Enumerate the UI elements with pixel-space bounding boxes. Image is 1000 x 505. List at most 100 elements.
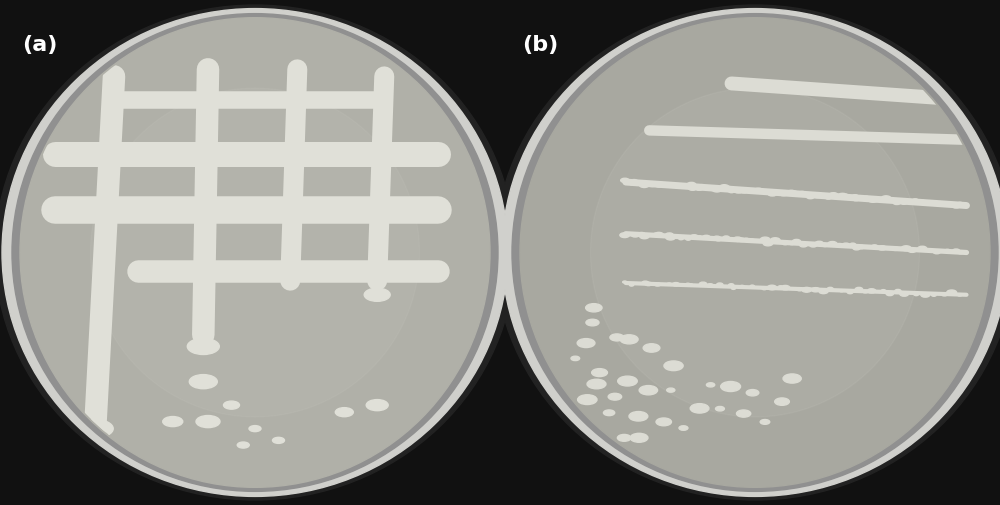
Circle shape [932, 294, 936, 296]
Circle shape [690, 235, 698, 239]
Circle shape [810, 243, 817, 247]
Circle shape [675, 184, 679, 186]
Circle shape [943, 203, 949, 206]
Circle shape [760, 237, 770, 242]
Circle shape [364, 288, 390, 301]
Circle shape [782, 241, 788, 245]
Circle shape [366, 399, 388, 411]
Circle shape [857, 245, 865, 249]
Circle shape [913, 199, 918, 201]
Circle shape [629, 412, 648, 421]
Circle shape [937, 201, 945, 206]
Circle shape [249, 426, 261, 432]
Circle shape [789, 191, 798, 195]
Circle shape [806, 195, 814, 198]
Circle shape [716, 407, 724, 411]
Circle shape [586, 304, 602, 312]
Circle shape [578, 395, 597, 405]
Circle shape [893, 200, 901, 205]
Circle shape [778, 286, 784, 289]
Circle shape [638, 232, 645, 236]
Circle shape [800, 243, 807, 247]
Circle shape [679, 237, 683, 240]
Circle shape [876, 197, 884, 201]
Circle shape [818, 194, 827, 198]
Ellipse shape [20, 18, 490, 487]
Circle shape [740, 285, 744, 287]
Circle shape [736, 410, 751, 417]
Circle shape [768, 191, 777, 196]
Circle shape [629, 284, 634, 286]
Circle shape [958, 203, 962, 205]
Circle shape [664, 361, 683, 371]
Circle shape [335, 408, 353, 417]
Circle shape [740, 189, 748, 193]
Circle shape [672, 282, 679, 286]
Circle shape [272, 437, 285, 443]
Circle shape [237, 442, 249, 448]
Circle shape [77, 420, 113, 438]
Circle shape [938, 203, 943, 206]
Circle shape [642, 281, 649, 285]
Circle shape [770, 238, 780, 243]
Circle shape [778, 192, 782, 194]
Circle shape [762, 287, 767, 290]
Circle shape [687, 182, 696, 187]
Circle shape [815, 241, 823, 245]
Circle shape [685, 283, 690, 286]
Ellipse shape [590, 88, 920, 417]
Circle shape [796, 288, 803, 291]
Circle shape [620, 233, 629, 237]
Circle shape [640, 234, 649, 239]
Circle shape [900, 292, 908, 296]
Circle shape [792, 239, 801, 243]
Ellipse shape [502, 9, 1000, 496]
Circle shape [825, 196, 831, 199]
Circle shape [621, 178, 629, 182]
Circle shape [189, 375, 217, 389]
Circle shape [721, 381, 741, 391]
Circle shape [850, 243, 856, 246]
Circle shape [852, 195, 858, 198]
Circle shape [707, 284, 714, 287]
Text: (b): (b) [522, 34, 558, 55]
Circle shape [639, 385, 658, 395]
Circle shape [914, 293, 918, 295]
Circle shape [868, 197, 878, 203]
Circle shape [743, 238, 749, 241]
Circle shape [887, 247, 892, 249]
Circle shape [717, 283, 723, 286]
Circle shape [827, 287, 833, 290]
Circle shape [571, 356, 580, 361]
Circle shape [895, 289, 901, 292]
Circle shape [592, 369, 607, 377]
Circle shape [839, 290, 844, 292]
Circle shape [618, 376, 637, 386]
Ellipse shape [521, 19, 989, 486]
Circle shape [648, 183, 655, 186]
Circle shape [881, 196, 891, 201]
Circle shape [734, 188, 743, 193]
Ellipse shape [91, 88, 420, 417]
Circle shape [749, 239, 754, 241]
Circle shape [829, 193, 838, 197]
Circle shape [754, 188, 763, 192]
Circle shape [886, 292, 893, 295]
Circle shape [847, 291, 853, 294]
Circle shape [630, 180, 638, 183]
Circle shape [788, 190, 795, 194]
Circle shape [699, 185, 705, 187]
Circle shape [196, 416, 220, 428]
Circle shape [690, 403, 709, 413]
Circle shape [779, 191, 788, 196]
Circle shape [667, 388, 675, 392]
Ellipse shape [2, 9, 508, 496]
Circle shape [723, 236, 729, 239]
Circle shape [702, 235, 710, 239]
Circle shape [910, 201, 915, 204]
Circle shape [878, 246, 886, 250]
Circle shape [952, 249, 960, 252]
Circle shape [822, 244, 828, 246]
Circle shape [656, 418, 671, 426]
Circle shape [729, 190, 734, 193]
